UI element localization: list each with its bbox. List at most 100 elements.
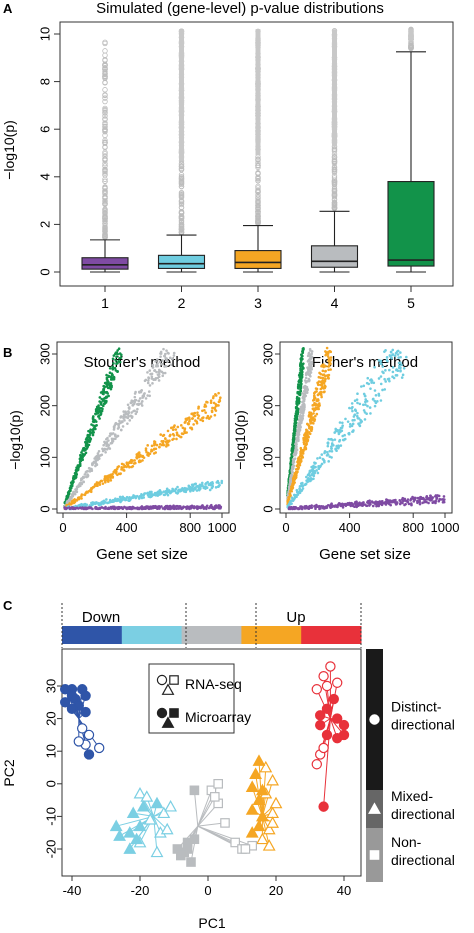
- b-point: [353, 418, 356, 422]
- b-point: [144, 397, 148, 400]
- b-point: [196, 411, 199, 414]
- b-point: [105, 373, 108, 377]
- b-point: [122, 410, 125, 413]
- a-outlier: [255, 156, 261, 163]
- b-point: [297, 491, 300, 495]
- a-outlier: [178, 190, 185, 197]
- b-point: [356, 414, 359, 418]
- b-point: [425, 495, 428, 499]
- b-point: [177, 434, 181, 438]
- sidebar-label: Mixed-: [391, 788, 433, 804]
- b-point: [164, 364, 168, 368]
- a-outlier: [102, 163, 108, 169]
- b-point: [107, 375, 111, 379]
- b-point: [163, 352, 167, 356]
- b-point: [75, 487, 79, 491]
- b-series-1: [286, 347, 314, 502]
- b-point: [358, 402, 362, 406]
- b-point: [148, 492, 152, 496]
- b-point: [138, 397, 142, 400]
- a-outlier: [102, 170, 108, 176]
- b-point: [290, 502, 293, 505]
- b-point: [144, 447, 148, 450]
- panel-b-left-xlabel: Gene set size: [96, 546, 188, 563]
- a-outlier: [102, 70, 108, 77]
- b-point: [77, 497, 81, 501]
- b-point: [402, 367, 406, 370]
- b-point: [121, 497, 125, 501]
- b-point: [122, 416, 125, 420]
- c-point-rnaseq: [210, 792, 220, 802]
- b-point: [301, 370, 304, 374]
- b-point: [339, 426, 343, 430]
- b-point: [298, 463, 302, 467]
- a-outlier: [331, 203, 338, 209]
- direction-segment: [241, 626, 302, 644]
- b-point: [368, 406, 372, 409]
- a-outlier: [102, 233, 108, 240]
- b-point: [168, 356, 172, 360]
- b-point: [313, 418, 317, 421]
- b-point: [321, 369, 325, 373]
- b-point: [306, 439, 309, 443]
- b-point: [372, 397, 375, 401]
- b-point: [398, 364, 401, 368]
- b-point: [105, 443, 109, 447]
- b-point: [164, 356, 168, 360]
- b-point: [85, 470, 88, 473]
- b-point: [160, 505, 163, 508]
- b-point: [143, 379, 147, 383]
- a-outliers-2: [178, 28, 185, 236]
- b-point: [300, 362, 304, 366]
- a-outlier: [102, 87, 108, 93]
- b-point: [342, 438, 345, 442]
- b-point: [305, 379, 309, 383]
- b-point: [102, 397, 106, 400]
- b-point: [105, 441, 109, 444]
- a-outlier: [102, 65, 108, 71]
- b-point: [300, 359, 303, 362]
- a-outlier: [102, 178, 108, 185]
- b-point: [301, 367, 305, 370]
- b-point: [133, 409, 136, 413]
- b-point: [308, 378, 311, 382]
- b-point: [97, 449, 101, 453]
- a-outlier: [102, 95, 108, 101]
- b-point: [373, 389, 377, 392]
- c-point-rnaseq: [140, 790, 154, 802]
- b-point: [289, 456, 293, 460]
- a-outlier: [331, 181, 338, 187]
- b-point: [297, 380, 301, 384]
- a-outlier: [178, 199, 185, 205]
- b-point: [171, 432, 175, 436]
- b-point: [306, 422, 309, 426]
- b-point: [291, 451, 294, 455]
- b-point: [127, 461, 131, 465]
- b-point: [316, 457, 319, 460]
- b-point: [171, 438, 174, 441]
- b-point: [364, 398, 367, 401]
- b-point: [292, 479, 295, 483]
- b-point: [65, 497, 68, 501]
- b-point: [379, 382, 383, 386]
- b-point: [203, 408, 206, 412]
- b-point: [337, 502, 341, 506]
- b-point: [131, 506, 135, 510]
- panel-b-right-ylabel: −log10(p): [232, 410, 248, 470]
- b-point: [150, 372, 154, 376]
- b-point: [183, 427, 187, 430]
- b-point: [162, 433, 166, 437]
- b-point: [360, 503, 364, 506]
- b-point: [106, 380, 109, 384]
- b-point: [393, 354, 397, 358]
- b-point: [308, 469, 312, 473]
- a-ytick-label: 4: [38, 173, 53, 180]
- c-link: [190, 826, 199, 863]
- b-point: [323, 384, 327, 388]
- b-point: [401, 496, 405, 500]
- b-point: [82, 476, 86, 479]
- b-point: [319, 380, 323, 384]
- b-point: [85, 506, 89, 510]
- b-point: [101, 501, 104, 504]
- b-point: [93, 457, 96, 460]
